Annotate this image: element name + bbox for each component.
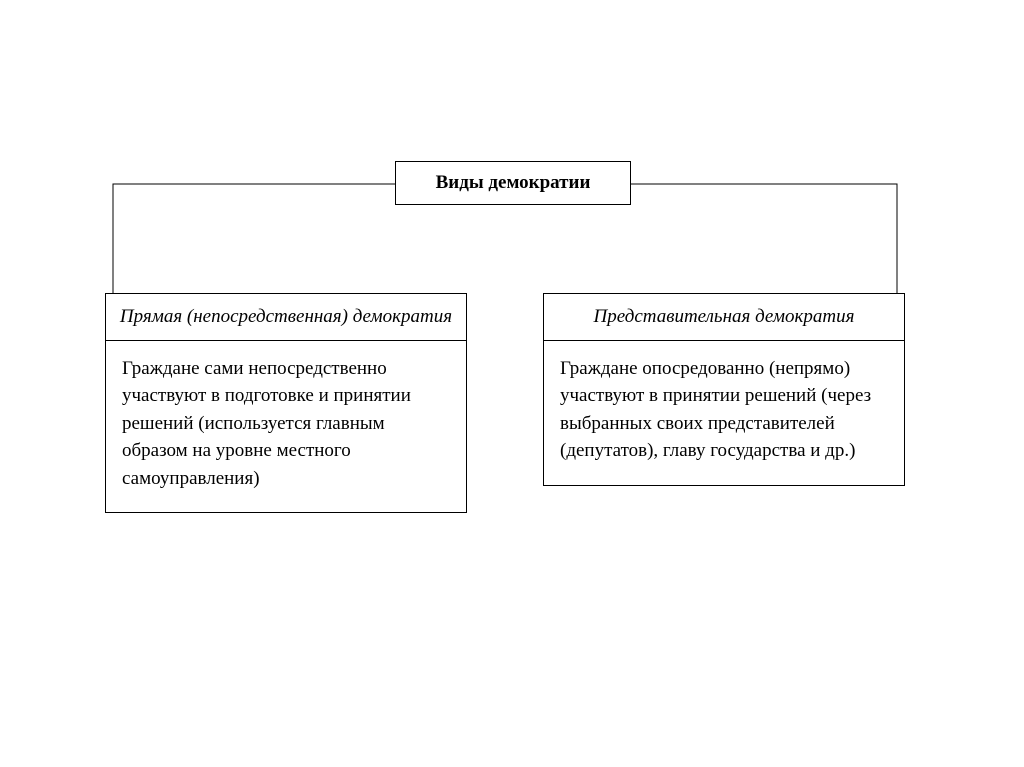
root-node: Виды демократии xyxy=(395,161,631,205)
root-label: Виды демократии xyxy=(436,172,591,193)
child-body-left: Граждане сами непосредственно участвуют … xyxy=(106,341,466,513)
child-node-right: Представительная демократия Граждане опо… xyxy=(543,293,905,486)
child-node-left: Прямая (непосредственная) демократия Гра… xyxy=(105,293,467,513)
child-title-right: Представительная демократия xyxy=(544,294,904,341)
child-title-left: Прямая (непосредственная) демократия xyxy=(106,294,466,341)
child-body-right: Граждане опосредованно (не­прямо) участв… xyxy=(544,341,904,485)
